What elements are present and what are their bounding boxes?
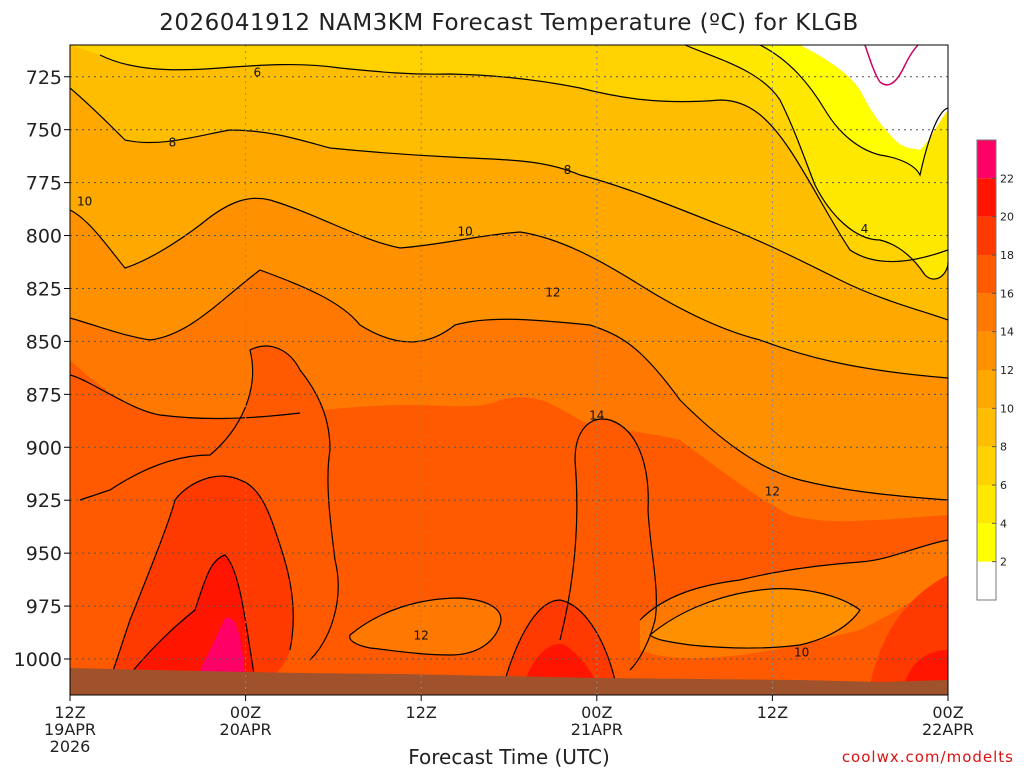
contour-label: 10 xyxy=(457,224,472,238)
grid-lines xyxy=(69,45,949,695)
contour-18-b xyxy=(504,599,616,681)
contour-16-a xyxy=(79,345,339,661)
band-le-0 xyxy=(800,45,948,150)
contour-6 xyxy=(99,54,948,263)
colorbar-tick-label: 14 xyxy=(1000,326,1014,339)
colorbar-tick-label: 4 xyxy=(1000,517,1007,530)
y-axis: 725 750 775 800 825 850 875 900 925 950 975 1000 xyxy=(14,67,70,671)
contour-label: 12 xyxy=(765,485,780,499)
colorbar-swatch xyxy=(977,216,996,255)
x-tick-label: 12Z xyxy=(54,703,85,722)
plot-area xyxy=(70,45,948,695)
contour-18-a xyxy=(109,475,294,681)
colorbar-swatch xyxy=(977,561,996,600)
colorbar-tick-label: 20 xyxy=(1000,211,1014,224)
colorbar-tick-label: 2 xyxy=(1000,556,1007,569)
y-tick-label: 725 xyxy=(26,67,62,89)
chart-title: 2026041912 NAM3KM Forecast Temperature (… xyxy=(159,10,859,36)
band-le-6 xyxy=(70,45,948,262)
contour-14-bottom xyxy=(639,539,948,621)
x-tick-label: 21APR xyxy=(571,720,623,739)
contour-14 xyxy=(70,374,301,420)
credit-text: coolwx.com/modelts xyxy=(842,748,1014,766)
colorbar-swatch xyxy=(977,331,996,370)
x-tick-label: 22APR xyxy=(922,720,974,739)
x-tick-label: 12Z xyxy=(757,703,788,722)
colorbar-tick-label: 16 xyxy=(1000,287,1014,300)
colorbar-swatch xyxy=(977,293,996,332)
x-tick-label: 20APR xyxy=(220,720,272,739)
colorbar-swatch xyxy=(977,370,996,409)
colorbar-swatch xyxy=(977,446,996,485)
colorbar-swatch xyxy=(977,255,996,294)
x-axis-label: Forecast Time (UTC) xyxy=(408,745,610,768)
y-tick-label: 925 xyxy=(26,490,62,512)
contour-4 xyxy=(684,45,948,280)
contour-10 xyxy=(70,197,948,379)
contour-0 xyxy=(864,45,919,86)
colorbar-tick-label: 18 xyxy=(1000,249,1014,262)
colorbar-swatch xyxy=(977,408,996,447)
colorbar-swatch xyxy=(977,140,996,179)
x-tick-label: 12Z xyxy=(406,703,437,722)
x-tick-label: 2026 xyxy=(50,737,91,756)
band-le-12-bottom-b xyxy=(650,588,860,649)
band-ge-22-a xyxy=(195,617,245,680)
x-tick-label: 00Z xyxy=(932,703,963,722)
colorbar-swatch xyxy=(977,178,996,217)
y-tick-label: 1000 xyxy=(14,649,62,671)
contour-label: 12 xyxy=(414,629,429,643)
x-tick-label: 00Z xyxy=(230,703,261,722)
contour-labels: 6 8 8 10 10 12 14 12 12 10 4 xyxy=(77,66,869,660)
colorbar-swatch xyxy=(977,523,996,562)
y-tick-label: 850 xyxy=(26,331,62,353)
colorbar: 2 4 6 8 10 12 14 16 18 20 22 xyxy=(976,139,1014,601)
contour-label: 6 xyxy=(253,66,261,80)
contour-label: 12 xyxy=(545,286,560,300)
contour-lines xyxy=(70,45,948,681)
contour-12 xyxy=(70,269,948,501)
band-ge-16-b xyxy=(560,419,657,670)
x-tick-label: 19APR xyxy=(44,720,96,739)
y-tick-label: 825 xyxy=(26,278,62,300)
x-tick-label: 00Z xyxy=(581,703,612,722)
contour-2 xyxy=(759,45,948,177)
colorbar-tick-label: 12 xyxy=(1000,364,1014,377)
contour-12-bottom xyxy=(349,597,502,656)
colorbar-tick-label: 6 xyxy=(1000,479,1007,492)
contour-label: 14 xyxy=(589,409,604,423)
contour-16-b xyxy=(559,418,657,671)
y-tick-label: 975 xyxy=(26,596,62,618)
y-tick-label: 950 xyxy=(26,543,62,565)
band-le-8 xyxy=(70,45,948,320)
contour-10-bottom xyxy=(649,588,861,649)
contour-20-a xyxy=(124,554,256,681)
band-ge-20-b xyxy=(525,644,595,680)
y-tick-label: 750 xyxy=(26,120,62,142)
colorbar-tick-label: 22 xyxy=(1000,172,1014,185)
colorbar-swatch xyxy=(977,485,996,524)
colorbar-tick-label: 8 xyxy=(1000,441,1007,454)
colorbar-tick-label: 10 xyxy=(1000,402,1014,415)
y-tick-label: 775 xyxy=(26,173,62,195)
y-tick-label: 900 xyxy=(26,437,62,459)
y-tick-label: 875 xyxy=(26,384,62,406)
contour-label: 4 xyxy=(861,222,869,236)
band-le-14-bottom-a xyxy=(349,598,501,655)
contour-label: 8 xyxy=(169,135,177,149)
y-tick-label: 800 xyxy=(26,226,62,248)
contour-label: 10 xyxy=(794,646,809,660)
plot-frame xyxy=(69,44,949,696)
band-ge-20-c xyxy=(905,650,948,685)
ground-terrain xyxy=(70,668,948,695)
contour-8 xyxy=(70,87,948,321)
contour-label: 8 xyxy=(564,163,572,177)
contour-label: 10 xyxy=(77,195,92,209)
